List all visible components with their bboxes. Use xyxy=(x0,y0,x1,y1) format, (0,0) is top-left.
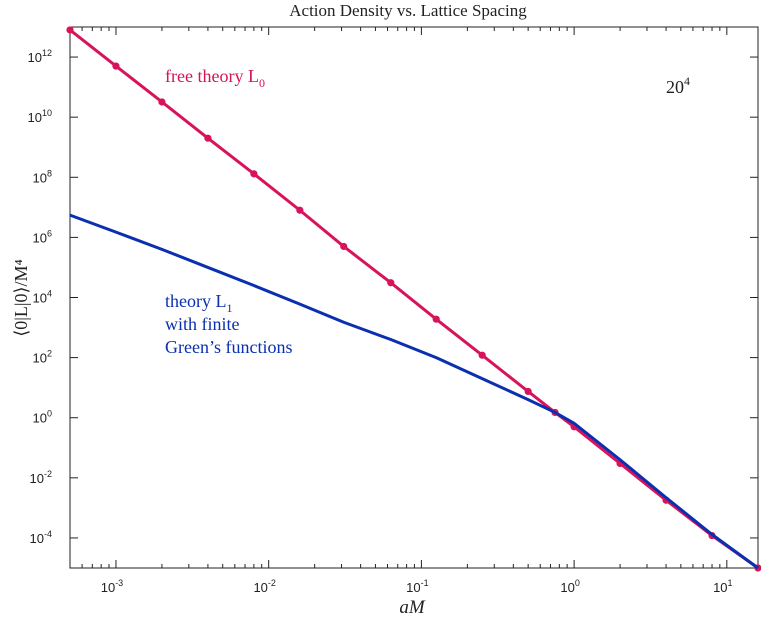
y-axis-label: ⟨0|L|0⟩/M⁴ xyxy=(11,259,31,337)
data-point xyxy=(340,242,348,251)
y-tick-label: 108 xyxy=(33,168,52,185)
x-tick-label: 10-2 xyxy=(253,578,275,595)
data-point xyxy=(387,279,395,287)
x-axis-ticks: 10-3 10-2 10-1 100 101 xyxy=(69,27,733,595)
series-theory-l1-label-line2: with finite xyxy=(165,314,240,334)
series-theory-l1-label-line1: theory L1 xyxy=(165,291,232,315)
y-tick-label: 1012 xyxy=(28,48,52,65)
data-point xyxy=(250,170,258,178)
y-tick-label: 10-4 xyxy=(30,529,52,546)
series-free-theory-label: free theory L0 xyxy=(165,66,265,90)
x-tick-label: 100 xyxy=(560,578,579,595)
data-point xyxy=(296,206,304,214)
y-tick-label: 10-2 xyxy=(30,469,52,486)
data-point xyxy=(66,26,74,34)
x-tick-label: 101 xyxy=(713,578,732,595)
y-tick-label: 106 xyxy=(33,228,52,245)
chart-title: Action Density vs. Lattice Spacing xyxy=(289,1,527,20)
data-point xyxy=(478,351,486,359)
data-point xyxy=(112,62,120,70)
y-axis-ticks: 1012 1010 108 106 104 102 100 10-2 10-4 xyxy=(28,48,758,546)
data-point xyxy=(204,134,212,142)
x-tick-label: 10-3 xyxy=(101,578,123,595)
series-lines xyxy=(66,26,761,572)
x-axis-label: aM xyxy=(399,597,426,618)
x-tick-label: 10-1 xyxy=(406,578,428,595)
data-point xyxy=(158,98,166,106)
lattice-size-annotation: 204 xyxy=(666,74,690,97)
series-line-1 xyxy=(69,213,759,570)
series-theory-l1-label-line3: Green’s functions xyxy=(165,337,292,357)
data-point xyxy=(432,315,440,323)
y-tick-label: 102 xyxy=(33,349,52,366)
y-tick-label: 1010 xyxy=(28,108,52,125)
data-point xyxy=(524,387,532,396)
y-tick-label: 100 xyxy=(33,409,52,426)
y-tick-label: 104 xyxy=(33,289,52,306)
